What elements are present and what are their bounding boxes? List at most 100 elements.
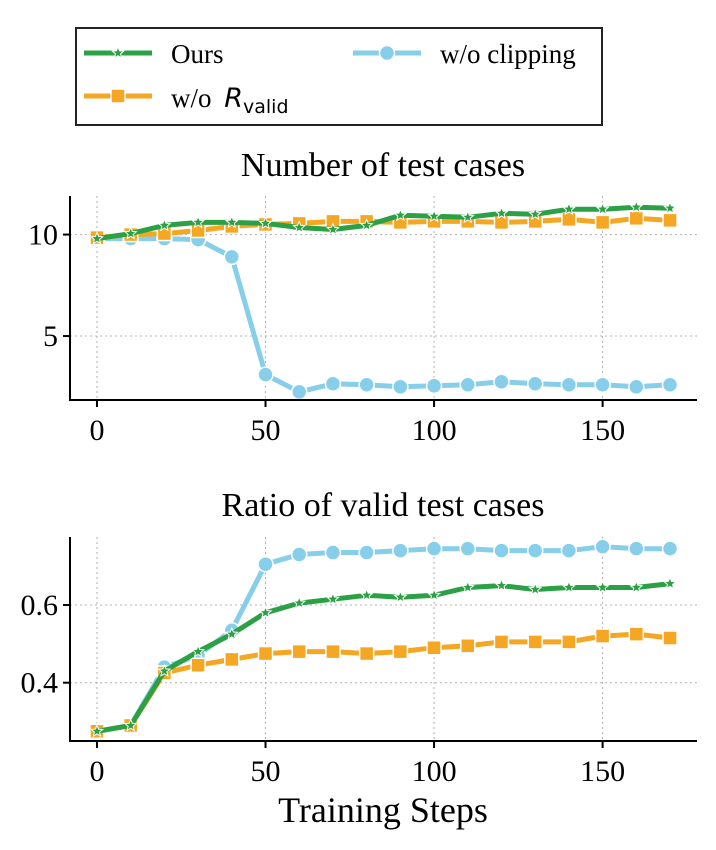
panel-2-point-ours	[359, 587, 374, 602]
panel-2-point-ours	[325, 591, 340, 606]
panel-2-point-ours	[629, 580, 644, 594]
panel-1-point-ours	[663, 200, 677, 215]
panel-2-y-tick-label: 0.6	[21, 589, 59, 622]
panel-2-point-noclip	[257, 555, 274, 573]
panel-1-point-noclip	[560, 376, 578, 394]
panel-2-point-ours	[191, 644, 206, 658]
panel-1-line-noclip	[94, 236, 673, 395]
panel-2-x-tick-label: 50	[251, 755, 281, 788]
panel-1-point-noclip	[290, 383, 308, 401]
panel-2-point-noR	[257, 645, 274, 662]
panel-2-point-noR	[190, 657, 206, 673]
panel-1-y-tick-label: 5	[43, 320, 58, 353]
legend-label-no-rvalid: w/o Rvalid	[171, 83, 289, 118]
panel-2-point-ours	[528, 582, 543, 596]
panel-1-point-ours	[258, 216, 273, 230]
panel-2-point-ours	[292, 595, 307, 609]
panel-2-point-noR	[224, 651, 240, 668]
panel-2-point-noR	[358, 645, 375, 662]
panel-2-point-noclip	[628, 540, 645, 557]
panel-1-point-ours	[359, 218, 374, 232]
panel-1-point-noclip	[324, 375, 342, 393]
legend-label-no-rvalid-prefix: w/o	[171, 83, 218, 113]
panel-1-point-ours	[191, 215, 206, 229]
panel-1-point-ours	[427, 209, 442, 223]
panel-2-point-noR	[291, 643, 307, 660]
panel-1-line-ours	[94, 204, 673, 242]
panel-1-point-noclip	[392, 378, 409, 396]
panel-2-line-noR	[94, 631, 673, 734]
panel-1-point-noclip	[459, 376, 477, 394]
panel-2-x-tick-label: 150	[580, 755, 625, 788]
panel-1-x-tick-label: 150	[580, 414, 625, 447]
panel-1-point-ours	[629, 199, 644, 214]
panel-2-point-noclip	[324, 544, 342, 561]
panel-2-point-ours	[460, 580, 475, 594]
panel-2-point-ours	[561, 580, 576, 594]
panel-1-title: Number of test cases	[241, 147, 525, 184]
legend-marker-ours	[111, 45, 125, 59]
panel-1-point-ours	[90, 231, 104, 245]
panel-2-point-ours	[595, 580, 610, 594]
panel-2-point-noclip	[661, 540, 679, 557]
panel-2-point-noclip	[425, 540, 443, 557]
panel-2-point-ours	[258, 605, 273, 619]
panel-1-point-ours	[292, 220, 307, 234]
panel-2-point-noclip	[290, 546, 308, 563]
panel-1-point-noclip	[257, 366, 274, 383]
panel-2-x-tick-label: 100	[412, 755, 457, 788]
panel-1-point-ours	[460, 210, 475, 224]
panel-2-point-noR	[662, 630, 678, 646]
panel-1-point-noclip	[594, 376, 611, 394]
panel-1-x-tick-label: 100	[412, 414, 457, 447]
panel-2-point-noR	[561, 634, 577, 650]
panel-2-point-noclip	[526, 542, 544, 559]
panel-2-point-ours	[427, 588, 442, 602]
panel-1-point-ours	[325, 222, 340, 236]
panel-1-point-noclip	[661, 376, 679, 394]
panel-1-point-noR	[493, 214, 510, 231]
legend-label-no-rvalid-sub: valid	[243, 96, 289, 118]
x-axis-label: Training Steps	[278, 790, 488, 830]
panel-2-point-noclip	[560, 542, 578, 559]
panel-1-point-ours	[561, 201, 576, 216]
panel-2-point-ours	[123, 718, 138, 732]
legend-marker-noclip	[378, 44, 396, 62]
panel-2-y-tick-label: 0.4	[21, 667, 59, 700]
panel-1-point-noclip	[628, 378, 645, 396]
panel-2-point-noR	[392, 643, 409, 660]
legend-frame	[75, 27, 603, 126]
panel-2-title: Ratio of valid test cases	[222, 487, 545, 524]
panel-1-y-tick-label: 10	[28, 219, 58, 252]
panel-1-point-ours	[123, 226, 138, 240]
panel-2-point-noR	[325, 643, 341, 660]
panel-2-point-noR	[426, 639, 442, 656]
panel-1-point-noclip	[493, 373, 510, 390]
panel-1-point-noclip	[425, 377, 443, 395]
panel-2-line-ours	[94, 581, 673, 734]
panel-1-point-noR	[662, 212, 678, 229]
panel-1-point-ours	[595, 201, 610, 216]
legend-label-ours: Ours	[171, 39, 224, 69]
panel-1-point-ours	[494, 206, 509, 220]
panel-1-plot: 0 50 100 150 5 10	[28, 196, 697, 447]
panel-1-point-ours	[157, 218, 172, 232]
panel-2-point-noR	[460, 638, 476, 654]
panel-2-point-ours	[494, 578, 509, 592]
legend-marker-noR	[110, 88, 126, 104]
legend-label-no-clipping: w/o clipping	[440, 39, 576, 69]
panel-2-x-tick-label: 0	[89, 755, 104, 788]
panel-1-x-tick-label: 50	[251, 414, 281, 447]
panel-1-point-ours	[224, 215, 239, 229]
panel-1-point-noclip	[358, 376, 375, 394]
panel-2-plot: 0 50 100 150 0.4 0.6	[21, 537, 697, 788]
panel-2-point-ours	[90, 724, 104, 738]
panel-2-point-noclip	[594, 538, 611, 555]
panel-2-point-noR	[628, 626, 645, 642]
panel-1-point-noclip	[223, 248, 241, 266]
panel-2-point-noclip	[392, 542, 409, 559]
panel-2-point-noR	[527, 634, 543, 650]
panel-2-point-noclip	[459, 540, 477, 557]
panel-1-point-noR	[561, 211, 577, 228]
